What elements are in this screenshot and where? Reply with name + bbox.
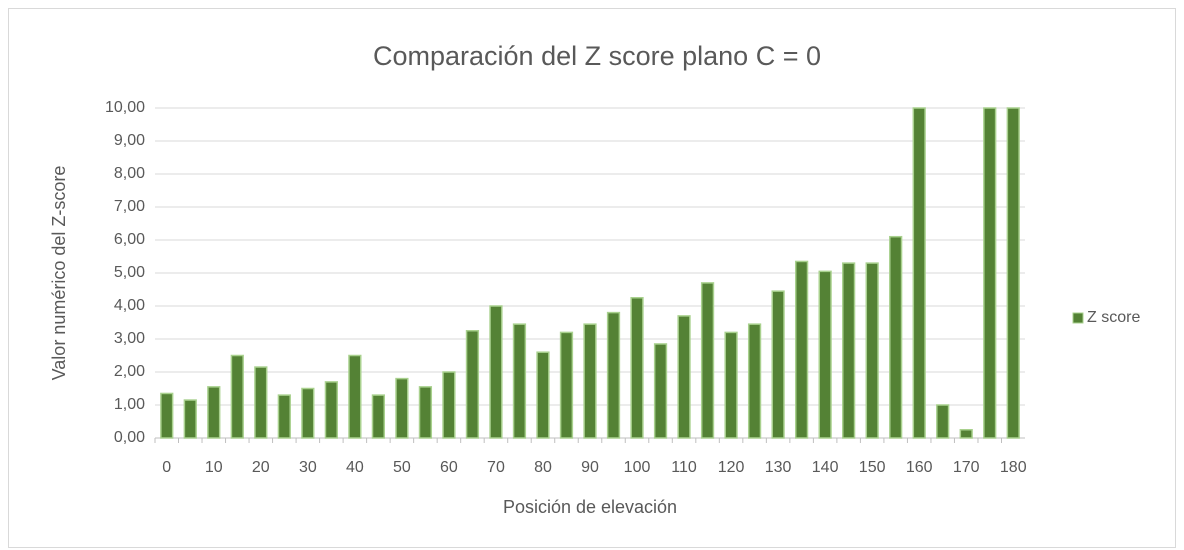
legend-swatch (1072, 312, 1084, 324)
bar (865, 262, 879, 439)
bar (418, 386, 433, 439)
bar (1006, 107, 1020, 439)
x-tick-label: 20 (252, 459, 270, 476)
bar (630, 297, 644, 439)
x-tick-label: 120 (718, 459, 745, 476)
x-axis-label: Posición de elevación (503, 497, 677, 517)
x-tick-label: 50 (393, 459, 411, 476)
y-tick-label: 10,00 (105, 99, 145, 116)
bar (277, 394, 291, 439)
bar (959, 429, 973, 439)
bar (489, 305, 503, 439)
bar (160, 392, 174, 439)
bar (512, 323, 527, 439)
x-tick-label: 60 (440, 459, 458, 476)
x-tick-label: 130 (765, 459, 792, 476)
x-tick-label: 80 (534, 459, 552, 476)
bar (395, 377, 409, 439)
bar (983, 107, 997, 439)
y-tick-label: 0,00 (114, 429, 145, 446)
legend-label: Z score (1087, 309, 1140, 326)
x-tick-label: 180 (1000, 459, 1027, 476)
bar (559, 331, 574, 439)
bar (183, 399, 197, 439)
bar (536, 351, 550, 439)
x-tick-label: 10 (205, 459, 223, 476)
bar (912, 107, 926, 439)
y-tick-label: 4,00 (114, 297, 145, 314)
x-tick-label: 40 (346, 459, 364, 476)
y-tick-label: 3,00 (114, 330, 145, 347)
bar (606, 311, 621, 439)
y-tick-label: 7,00 (114, 198, 145, 215)
x-tick-label: 110 (671, 459, 697, 476)
y-tick-label: 6,00 (114, 231, 145, 248)
x-tick-label: 30 (299, 459, 317, 476)
bar (700, 282, 715, 439)
y-tick-label: 8,00 (114, 165, 145, 182)
x-tick-label: 170 (953, 459, 980, 476)
bar (442, 371, 456, 439)
bar (583, 323, 597, 439)
x-tick-label: 140 (812, 459, 839, 476)
bar (230, 354, 244, 439)
x-tick-label: 160 (906, 459, 933, 476)
y-tick-label: 9,00 (114, 132, 145, 149)
bar (465, 330, 480, 439)
bar (818, 270, 832, 439)
bar (794, 260, 809, 439)
bar (724, 331, 738, 439)
bar (889, 235, 903, 439)
bar (842, 262, 856, 439)
y-tick-label: 5,00 (114, 264, 145, 281)
bar (371, 394, 386, 439)
x-tick-label: 100 (624, 459, 651, 476)
chart-border (8, 8, 1176, 548)
bar (254, 366, 268, 439)
bar (301, 387, 315, 439)
bar (677, 315, 691, 439)
y-tick-label: 1,00 (114, 396, 145, 413)
bar (207, 386, 221, 439)
x-tick-label: 0 (162, 459, 171, 476)
x-tick-label: 150 (859, 459, 886, 476)
x-tick-label: 70 (487, 459, 505, 476)
bar (747, 323, 762, 439)
y-tick-label: 2,00 (114, 363, 145, 380)
bar (324, 381, 338, 439)
bar (936, 404, 950, 439)
bar (348, 354, 362, 439)
bar (771, 290, 785, 439)
bar (653, 343, 668, 439)
chart-title: Comparación del Z score plano C = 0 (373, 41, 821, 71)
x-tick-label: 90 (581, 459, 599, 476)
y-axis-label: Valor numérico del Z-score (49, 166, 69, 381)
